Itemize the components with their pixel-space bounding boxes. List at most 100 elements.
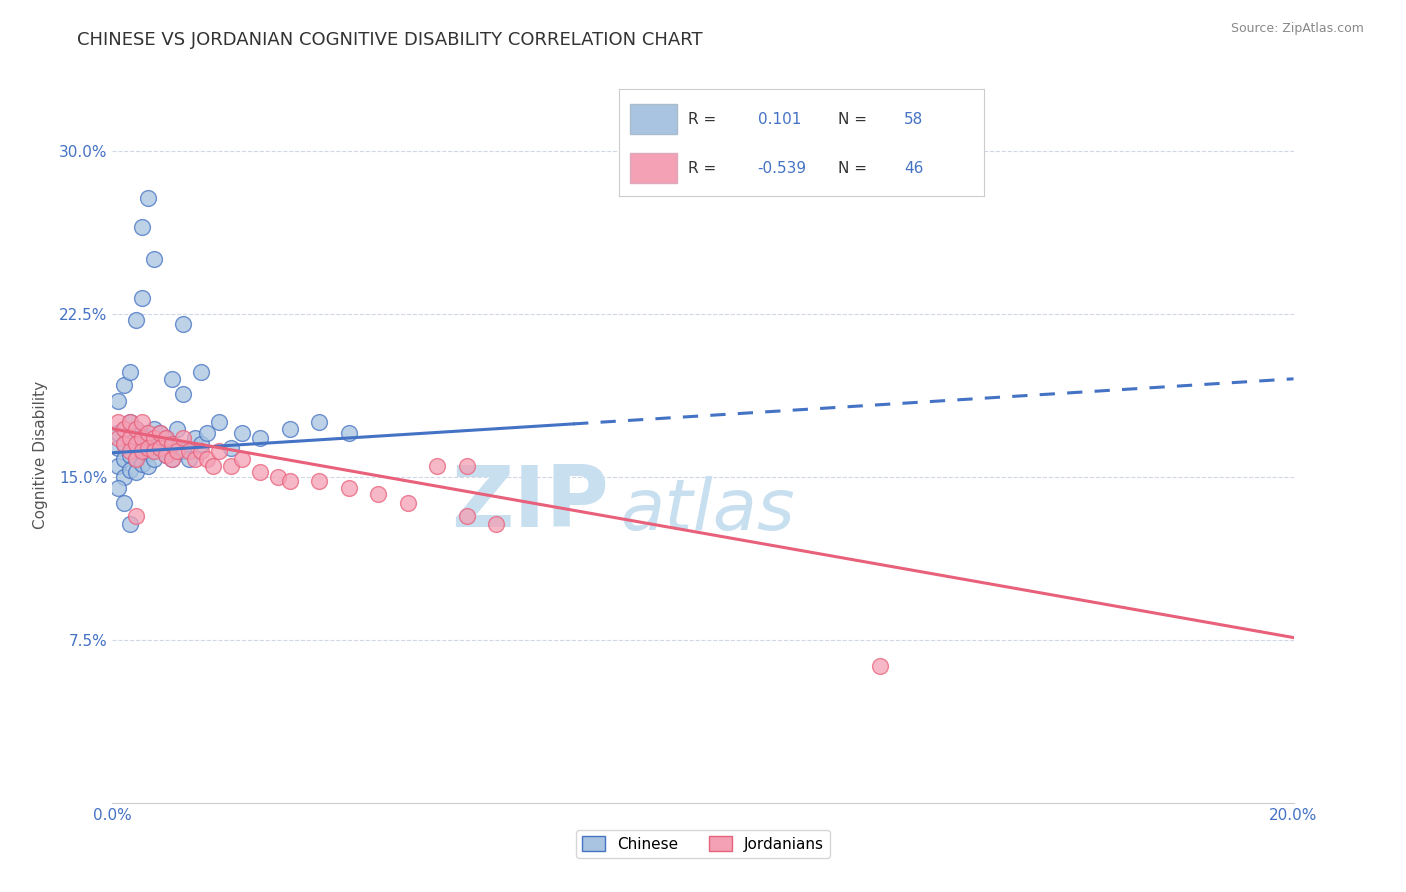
Text: R =: R =	[688, 112, 716, 127]
Text: N =: N =	[838, 161, 868, 176]
Point	[112, 378, 135, 392]
Point	[120, 443, 142, 458]
Point	[172, 443, 194, 458]
Text: -0.539: -0.539	[758, 161, 807, 176]
Point	[120, 430, 142, 444]
Point	[120, 415, 142, 429]
Point	[149, 426, 172, 441]
Point	[190, 443, 212, 458]
Bar	[630, 104, 678, 134]
Point	[125, 422, 148, 436]
Point	[131, 219, 153, 234]
Point	[160, 372, 183, 386]
Point	[485, 517, 508, 532]
Point	[125, 452, 148, 467]
Point	[172, 387, 194, 401]
Point	[107, 430, 129, 444]
Point	[125, 437, 148, 451]
Point	[267, 469, 290, 483]
Point	[131, 443, 153, 458]
Point	[136, 191, 159, 205]
Point	[208, 443, 231, 458]
Point	[179, 452, 201, 467]
Point	[125, 452, 148, 467]
Y-axis label: Cognitive Disability: Cognitive Disability	[32, 381, 48, 529]
Point	[396, 496, 419, 510]
Text: atlas: atlas	[620, 476, 794, 545]
Point	[231, 452, 253, 467]
Text: 46: 46	[904, 161, 924, 176]
Point	[112, 422, 135, 436]
Point	[125, 422, 148, 436]
Point	[166, 422, 188, 436]
Text: Source: ZipAtlas.com: Source: ZipAtlas.com	[1230, 22, 1364, 36]
Point	[136, 458, 159, 473]
Point	[249, 430, 271, 444]
Point	[131, 457, 153, 471]
Point	[426, 458, 449, 473]
Point	[131, 442, 153, 456]
Point	[107, 426, 129, 441]
Point	[149, 442, 172, 456]
Legend: Chinese, Jordanians: Chinese, Jordanians	[576, 830, 830, 858]
Point	[201, 458, 224, 473]
Point	[125, 466, 148, 480]
Point	[337, 426, 360, 441]
Bar	[630, 153, 678, 184]
Point	[131, 430, 153, 444]
Point	[112, 437, 135, 451]
Point	[231, 426, 253, 441]
Point	[190, 437, 212, 451]
Point	[120, 365, 142, 379]
Point	[136, 442, 159, 456]
Point	[308, 474, 330, 488]
Point	[179, 443, 201, 458]
Text: 0.101: 0.101	[758, 112, 801, 127]
Point	[107, 442, 129, 456]
Point	[142, 252, 165, 267]
Point	[208, 415, 231, 429]
Point	[219, 442, 242, 456]
Point	[112, 452, 135, 467]
Point	[142, 422, 165, 436]
Point	[136, 426, 159, 441]
Point	[184, 430, 207, 444]
Point	[155, 448, 177, 462]
Point	[172, 318, 194, 332]
Point	[120, 463, 142, 477]
Point	[160, 452, 183, 467]
Point	[456, 458, 478, 473]
Point	[107, 415, 129, 429]
Point	[107, 393, 129, 408]
Point	[869, 658, 891, 673]
Point	[107, 458, 129, 473]
Point	[120, 448, 142, 462]
Point	[142, 430, 165, 444]
Point	[142, 443, 165, 458]
Point	[160, 452, 183, 467]
Point	[120, 517, 142, 532]
Point	[125, 437, 148, 451]
Text: N =: N =	[838, 112, 868, 127]
Point	[142, 452, 165, 467]
Point	[142, 437, 165, 451]
Point	[367, 487, 389, 501]
Point	[160, 437, 183, 451]
Text: ZIP: ZIP	[451, 462, 609, 545]
Point	[125, 508, 148, 523]
Point	[149, 442, 172, 456]
Point	[249, 466, 271, 480]
Point	[195, 426, 218, 441]
Text: R =: R =	[688, 161, 716, 176]
Point	[149, 426, 172, 441]
Point	[308, 415, 330, 429]
Point	[131, 291, 153, 305]
Point	[160, 437, 183, 451]
Text: 58: 58	[904, 112, 922, 127]
Point	[155, 448, 177, 462]
Point	[219, 458, 242, 473]
Point	[456, 508, 478, 523]
Point	[337, 481, 360, 495]
Point	[166, 443, 188, 458]
Point	[278, 422, 301, 436]
